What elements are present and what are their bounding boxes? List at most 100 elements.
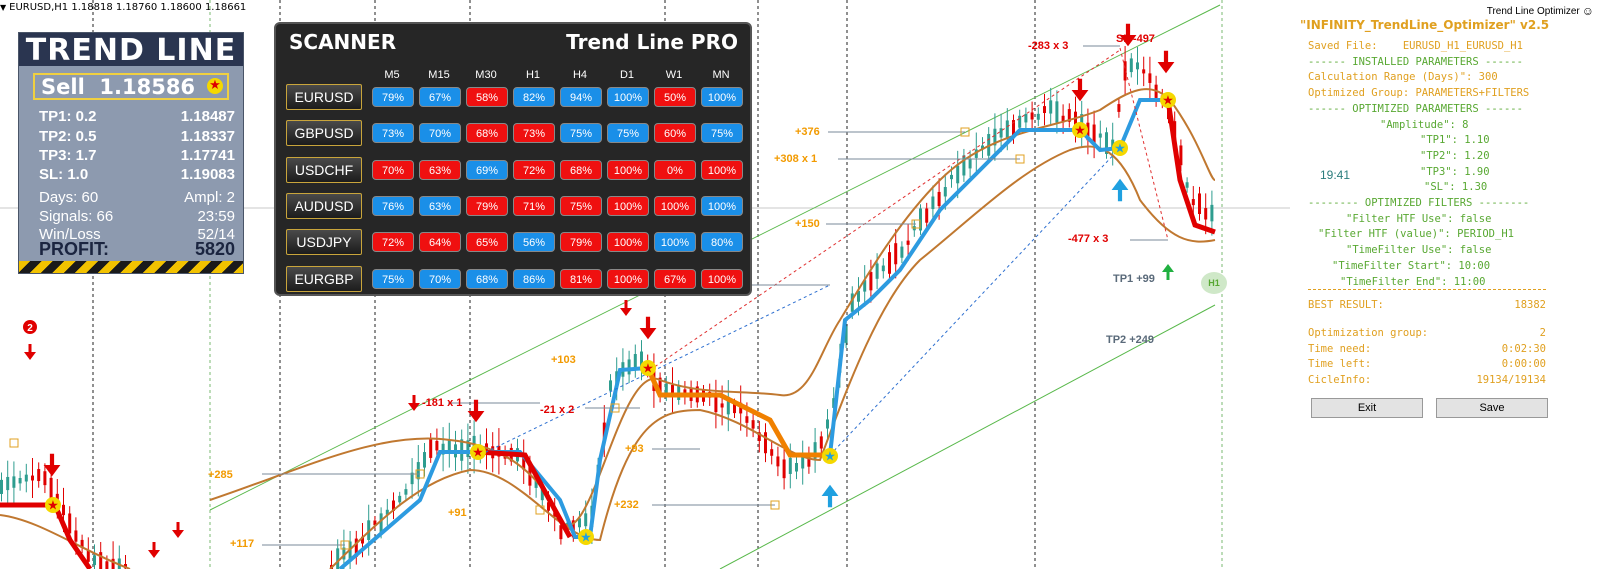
scanner-cell[interactable]: 63% [419,195,461,216]
signal-star-icon [640,360,656,376]
scanner-cell[interactable]: 100% [607,87,649,107]
signal-star-icon [1160,92,1176,108]
stat-row: Win/Loss 52/14 [39,226,235,243]
scanner-cell[interactable]: 71% [513,195,555,216]
candle-body [416,462,420,480]
candle-body [819,436,823,449]
timeframe-header: D1 [619,69,635,81]
timeframe-header: M15 [428,69,450,81]
candle-body [677,384,681,401]
candle-body [869,272,873,291]
exit-button[interactable]: Exit [1311,398,1423,418]
scanner-cell[interactable]: 75% [607,123,649,144]
trend-line-red-1 [477,449,573,539]
scanner-cell[interactable]: 72% [513,159,555,180]
candle-body [392,500,395,511]
scanner-cell[interactable]: 72% [372,232,414,253]
scanner-cell[interactable]: 65% [466,232,508,253]
scanner-cell[interactable]: 68% [560,159,602,180]
candle-body [1049,100,1053,114]
scanner-cell[interactable]: 76% [372,195,414,216]
pair-button-eurusd[interactable]: EURUSD [286,84,362,110]
smiley-icon: ☺ [1581,4,1594,18]
pair-button-gbpusd[interactable]: GBPUSD [286,120,362,147]
scanner-cell[interactable]: 100% [607,268,649,289]
scanner-cell[interactable]: 100% [701,195,743,216]
candle-body [466,440,470,457]
scanner-cell[interactable]: 70% [372,159,414,180]
scanner-cell[interactable]: 79% [372,87,414,107]
scanner-cell[interactable]: 67% [419,87,461,107]
timeframe-h1-badge[interactable]: H1 [1201,272,1227,294]
trend-line-panel: TREND LINE Sell 1.18586 ★ TP1: 0.2 1.1848… [18,32,244,274]
scanner-cell[interactable]: 73% [372,123,414,144]
scanner-cell[interactable]: 75% [372,268,414,289]
scanner-cell[interactable]: 50% [654,87,696,107]
scanner-cell[interactable]: 70% [419,123,461,144]
scanner-cell[interactable]: 75% [560,123,602,144]
chart-label-loss: -181 x 1 [422,397,463,409]
timeframe-header: M5 [384,69,400,81]
pair-button-usdjpy[interactable]: USDJPY [286,229,362,256]
candle-body [111,558,115,569]
scanner-cell[interactable]: 75% [560,195,602,216]
star-icon: ★ [1074,124,1086,139]
scanner-cell[interactable]: 63% [419,159,461,180]
scanner-cell[interactable]: 68% [466,268,508,289]
scanner-cell[interactable]: 86% [513,268,555,289]
scanner-cell[interactable]: 94% [560,87,602,107]
candle-body [348,541,352,562]
save-button[interactable]: Save [1436,398,1548,418]
scanner-cell[interactable]: 60% [654,123,696,144]
hazard-stripe [19,261,243,273]
pair-button-usdchf[interactable]: USDCHF [286,156,362,183]
candle-body [31,475,34,481]
scanner-cell[interactable]: 100% [701,268,743,289]
star-icon: ★ [1162,94,1174,109]
candle-body [1191,199,1195,206]
scanner-cell[interactable]: 73% [513,123,555,144]
scanner-cell[interactable]: 80% [701,232,743,253]
scanner-cell[interactable]: 70% [419,268,461,289]
scanner-cell[interactable]: 100% [654,232,696,253]
pair-button-eurgbp[interactable]: EURGBP [286,265,362,292]
optimizer-result-row: Time need: 0:02:30 [1308,342,1546,355]
scanner-cell[interactable]: 100% [701,159,743,180]
profit-row: PROFIT: 5820 [39,239,235,259]
timeframe-header: M30 [475,69,497,81]
chart-label-profit: +91 [448,507,467,519]
optimizer-result-row: CicleInfo: 19134/19134 [1308,374,1546,387]
signal-star-icon [1072,122,1088,138]
trade-marker-icon [960,127,970,137]
buy-arrow-icon [1111,178,1129,202]
scanner-cell[interactable]: 69% [466,159,508,180]
candle-body [547,502,550,511]
scanner-cell[interactable]: 75% [701,123,743,144]
pair-button-audusd[interactable]: AUDUSD [286,192,362,219]
scanner-cell[interactable]: 58% [466,87,508,107]
tp-row: TP3: 1.7 1.17741 [39,147,235,164]
collapse-triangle-icon[interactable]: ▼ [0,3,7,12]
signal-link-dashed-red-2 [1119,47,1169,241]
scanner-cell[interactable]: 0% [654,159,696,180]
scanner-cell[interactable]: 100% [607,232,649,253]
candle-body [757,432,761,441]
scanner-cell[interactable]: 100% [654,195,696,216]
scanner-cell[interactable]: 64% [419,232,461,253]
scanner-cell[interactable]: 100% [607,195,649,216]
optimizer-line: Optimized Group: PARAMETERS+FILTERS [1308,87,1530,100]
scanner-cell[interactable]: 67% [654,268,696,289]
scanner-cell[interactable]: 81% [560,268,602,289]
scanner-cell[interactable]: 79% [466,195,508,216]
scanner-title: SCANNER [289,30,397,54]
scanner-cell[interactable]: 79% [560,232,602,253]
scanner-cell[interactable]: 100% [607,159,649,180]
scanner-cell[interactable]: 100% [701,87,743,107]
candle-body [43,471,47,486]
scanner-cell[interactable]: 56% [513,232,555,253]
scanner-cell[interactable]: 68% [466,123,508,144]
scanner-cell[interactable]: 82% [513,87,555,107]
chart-symbol-header: ▼ EURUSD,H1 1.18818 1.18760 1.18600 1.186… [0,2,247,13]
candle-body [1148,73,1152,83]
